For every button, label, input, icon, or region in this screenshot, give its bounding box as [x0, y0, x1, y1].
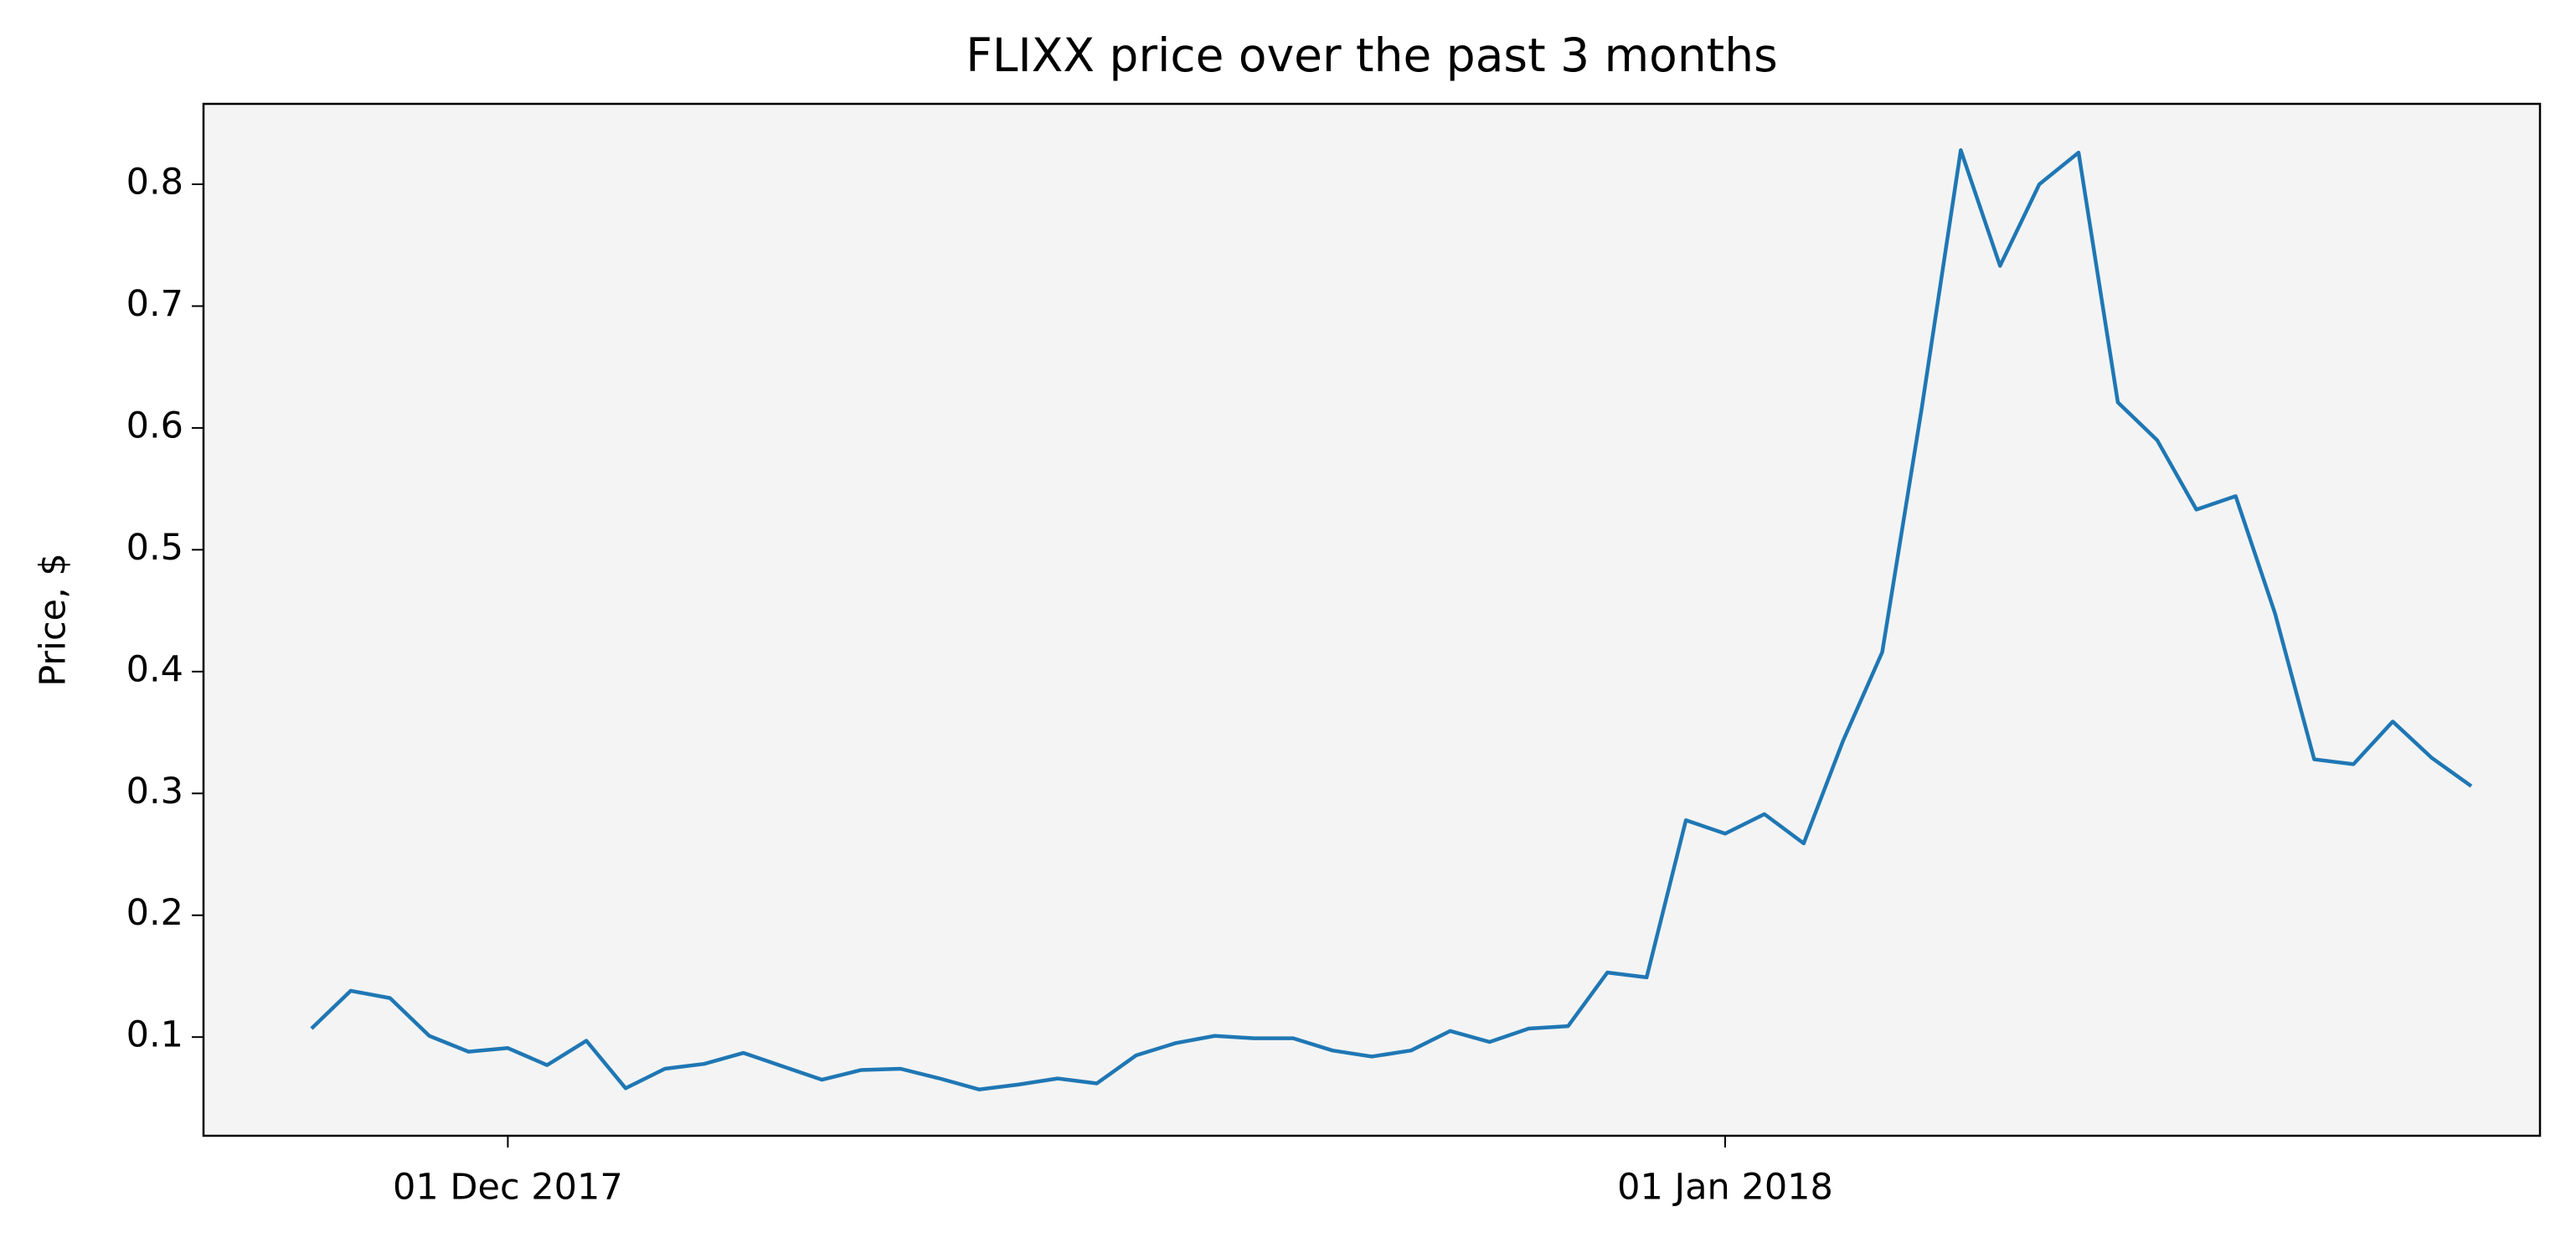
y-tick-label: 0.1 — [126, 1014, 183, 1056]
chart-title: FLIXX price over the past 3 months — [966, 28, 1778, 82]
y-tick-label: 0.4 — [126, 648, 183, 690]
x-tick-label: 01 Dec 2017 — [393, 1167, 623, 1209]
price-line — [310, 148, 2473, 1091]
y-tick-label: 0.5 — [126, 527, 183, 569]
y-tick-label: 0.3 — [126, 771, 183, 812]
x-tick-label: 01 Jan 2018 — [1617, 1167, 1833, 1209]
y-tick-label: 0.8 — [126, 162, 183, 204]
y-tick-label: 0.2 — [126, 892, 183, 934]
y-tick-label: 0.7 — [126, 283, 183, 325]
plot-area — [204, 104, 2540, 1136]
plot-frame — [202, 102, 2542, 1137]
y-tick-label: 0.6 — [126, 405, 183, 446]
y-axis-label: Price, $ — [33, 553, 75, 687]
